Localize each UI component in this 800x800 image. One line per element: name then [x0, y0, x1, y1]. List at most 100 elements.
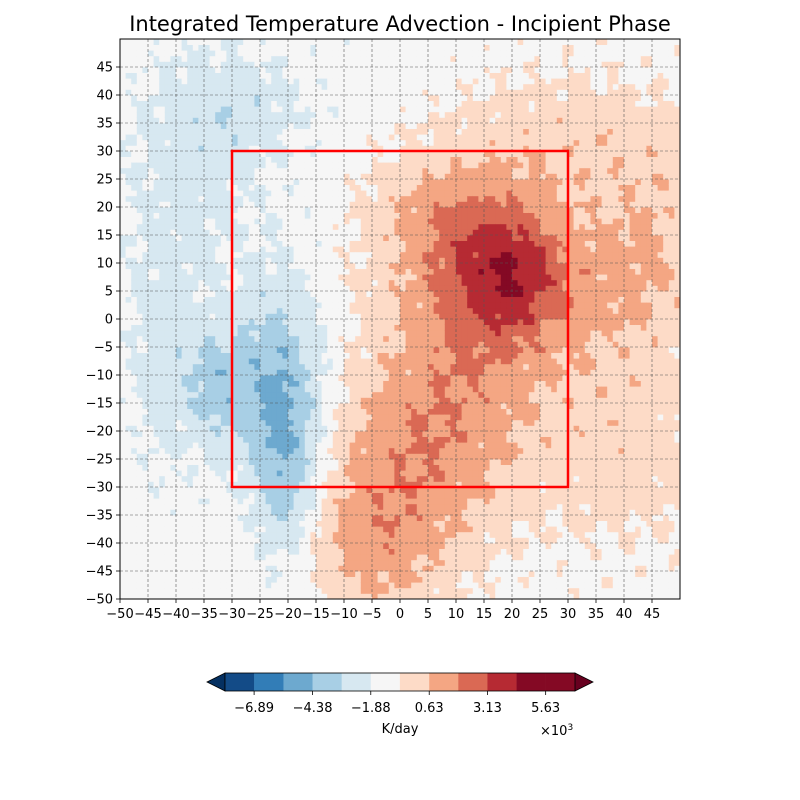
heatmap-cell [181, 526, 188, 533]
heatmap-cell [232, 403, 238, 409]
heatmap-cell [232, 263, 238, 269]
heatmap-cell [226, 403, 233, 409]
heatmap-cell [304, 117, 311, 124]
heatmap-cell [131, 425, 138, 432]
heatmap-cell [220, 526, 227, 533]
heatmap-cell [394, 240, 401, 247]
heatmap-cell [276, 111, 283, 118]
heatmap-cell [176, 571, 182, 577]
heatmap-cell [310, 515, 317, 521]
heatmap-cell [248, 151, 255, 157]
heatmap-cell [372, 375, 378, 381]
heatmap-cell [338, 55, 345, 62]
heatmap-cell [220, 179, 227, 185]
heatmap-cell [260, 95, 266, 101]
heatmap-cell [243, 67, 250, 73]
heatmap-cell [192, 251, 199, 258]
heatmap-cell [355, 526, 362, 533]
heatmap-cell [226, 503, 233, 510]
heatmap-cell [299, 403, 306, 409]
heatmap-cell [248, 414, 255, 421]
heatmap-cell [237, 358, 244, 365]
heatmap-cell [248, 526, 255, 533]
heatmap-cell [192, 571, 199, 577]
heatmap-cell [142, 246, 149, 253]
heatmap-cell [215, 39, 222, 45]
heatmap-cell [327, 285, 334, 292]
heatmap-cell [310, 44, 317, 51]
heatmap-cell [226, 543, 233, 549]
heatmap-cell [153, 201, 160, 208]
heatmap-cell [181, 246, 188, 253]
heatmap-cell [304, 442, 311, 449]
heatmap-cell [131, 431, 138, 437]
heatmap-cell [304, 291, 311, 297]
heatmap-cell [120, 61, 126, 68]
heatmap-cell [316, 307, 322, 314]
heatmap-cell [388, 78, 395, 85]
heatmap-cell [372, 358, 378, 365]
heatmap-cell [254, 526, 261, 533]
heatmap-cell [332, 498, 339, 505]
heatmap-cell [282, 447, 289, 454]
heatmap-cell [355, 313, 362, 320]
heatmap-cell [265, 436, 272, 443]
heatmap-cell [232, 212, 238, 219]
heatmap-cell [321, 61, 328, 68]
heatmap-cell [204, 156, 210, 163]
heatmap-cell [254, 240, 261, 247]
heatmap-cell [120, 44, 126, 51]
heatmap-cell [220, 319, 227, 325]
heatmap-cell [338, 240, 345, 247]
heatmap-cell [338, 302, 345, 309]
heatmap-cell [148, 162, 154, 169]
heatmap-cell [159, 419, 166, 426]
heatmap-cell [237, 67, 244, 73]
heatmap-cell [192, 212, 199, 219]
heatmap-cell [310, 559, 317, 566]
heatmap-cell [260, 212, 266, 219]
heatmap-cell [226, 207, 233, 213]
heatmap-cell [187, 190, 194, 197]
heatmap-cell [232, 593, 238, 599]
heatmap-cell [148, 179, 154, 185]
heatmap-cell [372, 268, 378, 275]
heatmap-cell [288, 257, 294, 264]
heatmap-cell [120, 246, 126, 253]
heatmap-cell [293, 179, 300, 185]
heatmap-cell [388, 207, 395, 213]
heatmap-cell [377, 173, 384, 180]
heatmap-cell [209, 498, 216, 505]
heatmap-cell [321, 587, 328, 594]
heatmap-cell [215, 246, 222, 253]
heatmap-cell [204, 347, 210, 353]
heatmap-cell [271, 117, 278, 124]
heatmap-cell [220, 358, 227, 365]
heatmap-cell [232, 442, 238, 449]
heatmap-cell [148, 72, 154, 79]
heatmap-cell [288, 330, 294, 337]
heatmap-cell [394, 313, 401, 320]
heatmap-cell [338, 50, 345, 57]
heatmap-cell [260, 78, 266, 85]
heatmap-cell [360, 543, 367, 549]
heatmap-cell [209, 515, 216, 521]
heatmap-cell [360, 470, 367, 477]
heatmap-cell [304, 375, 311, 381]
heatmap-cell [377, 425, 384, 432]
heatmap-cell [142, 207, 149, 213]
heatmap-cell [125, 223, 132, 230]
heatmap-cell [120, 313, 126, 320]
heatmap-cell [293, 335, 300, 342]
heatmap-cell [215, 347, 222, 353]
heatmap-cell [198, 251, 205, 258]
heatmap-cell [321, 218, 328, 225]
heatmap-cell [170, 470, 177, 477]
heatmap-cell [215, 218, 222, 225]
heatmap-cell [232, 481, 238, 488]
heatmap-cell [260, 554, 266, 561]
heatmap-cell [276, 78, 283, 85]
heatmap-cell [198, 285, 205, 292]
heatmap-cell [260, 548, 266, 555]
heatmap-cell [248, 83, 255, 90]
